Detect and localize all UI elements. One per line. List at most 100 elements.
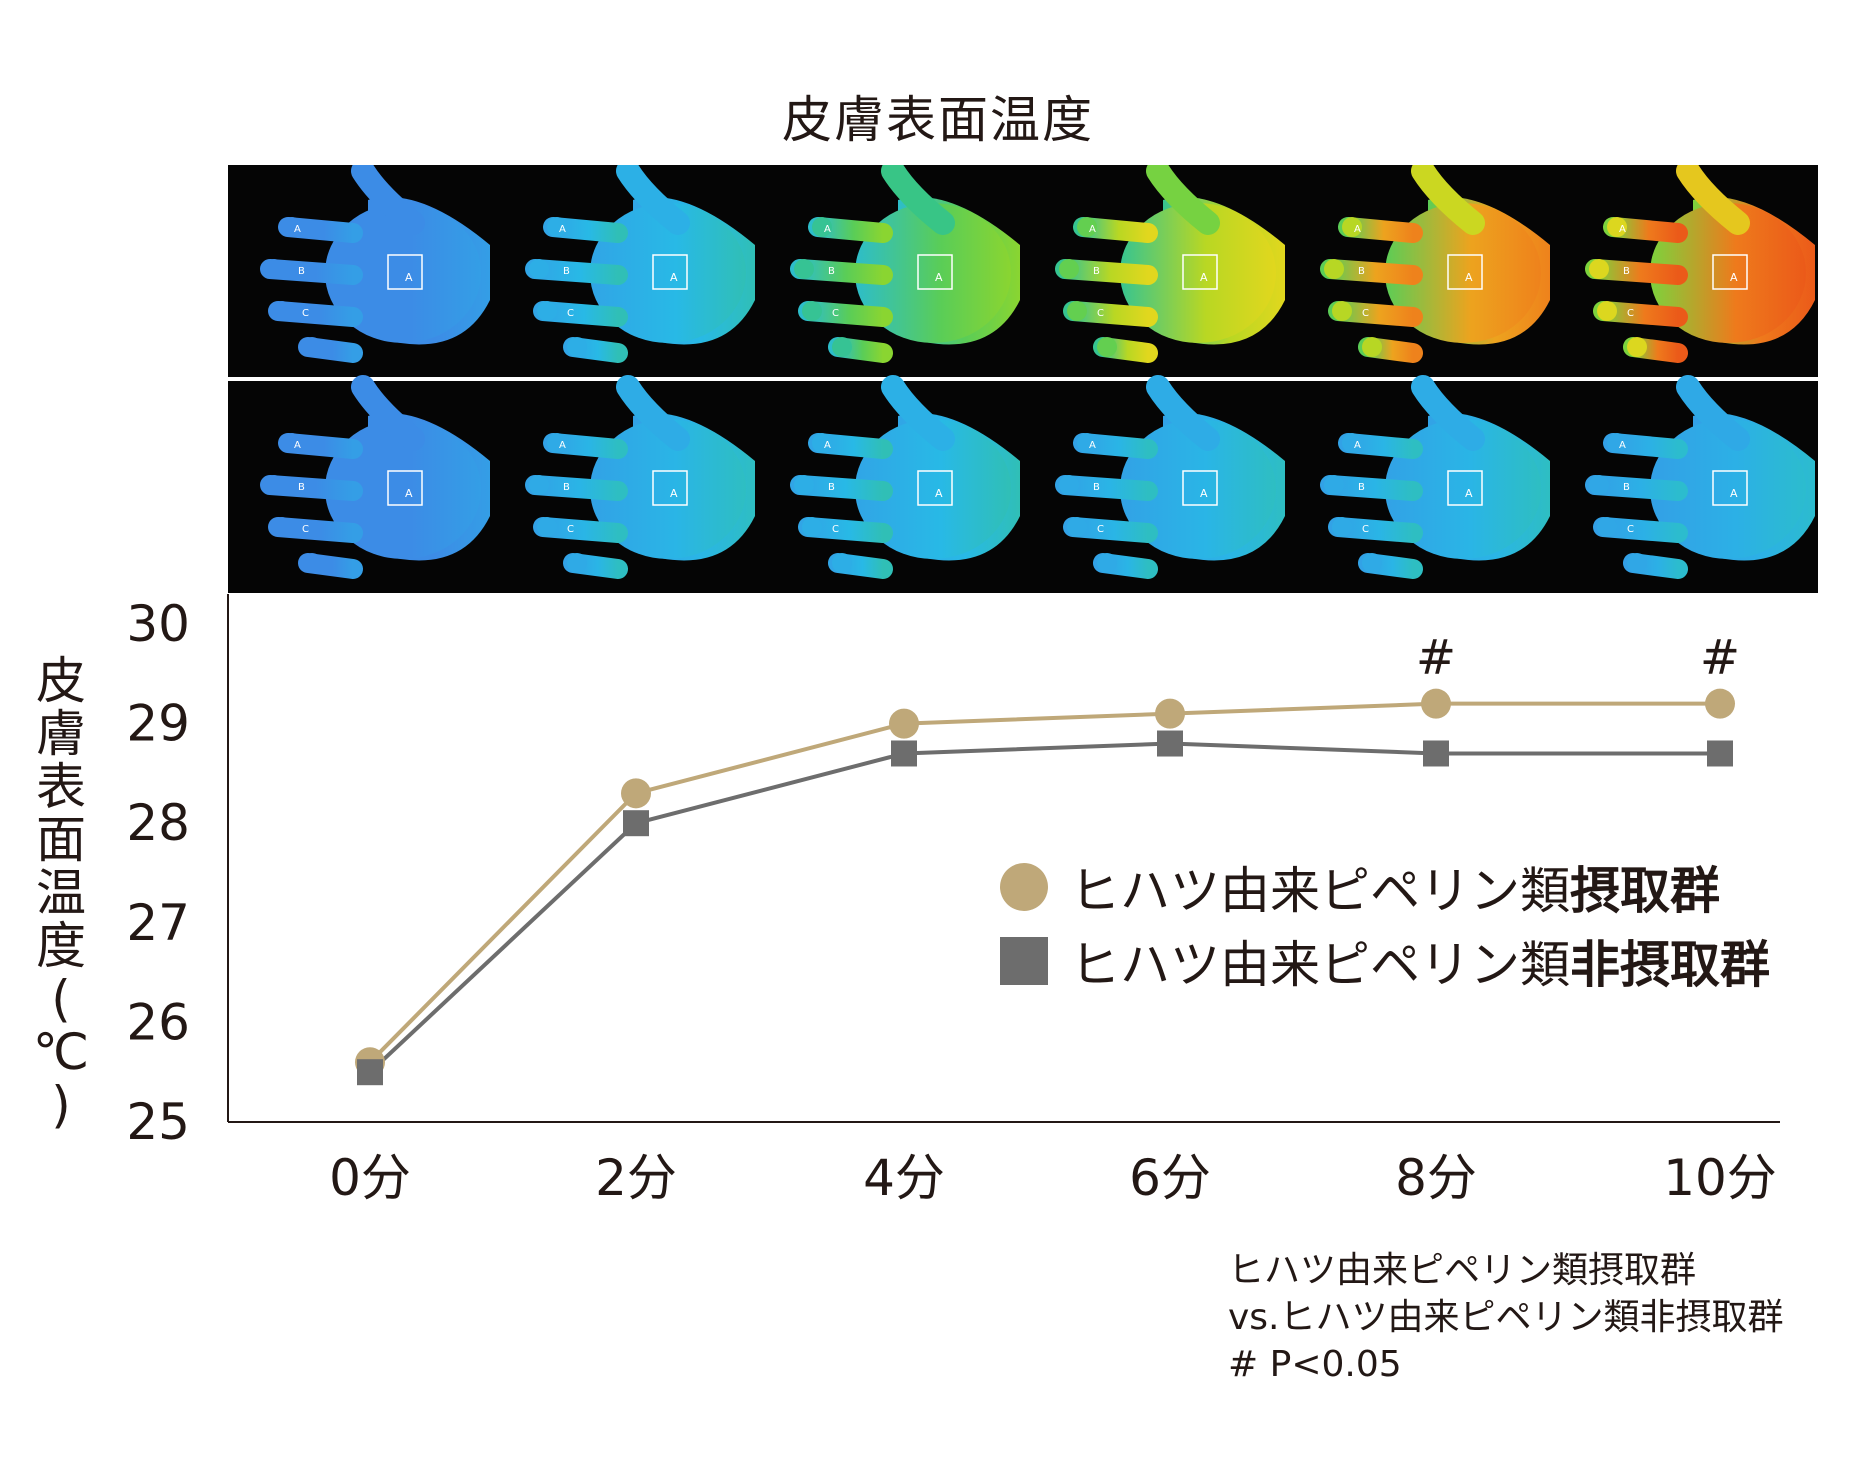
y-tick-label: 27 <box>126 894 190 952</box>
thermal-hand <box>260 165 490 363</box>
thermal-hand <box>1585 375 1815 579</box>
roi-point-label: B <box>1358 482 1365 493</box>
roi-label: A <box>935 271 943 284</box>
thermal-hand <box>1320 165 1550 363</box>
roi-square <box>1447 470 1483 506</box>
roi-square <box>652 470 688 506</box>
thermal-hand <box>1585 165 1815 363</box>
data-point-circle <box>889 708 919 739</box>
y-axis-label-char: ( <box>51 970 71 1028</box>
data-point-circle <box>1155 698 1185 729</box>
significance-mark: # <box>1700 630 1740 686</box>
thermal-hand <box>1320 375 1550 579</box>
y-axis-label-char: 皮 <box>36 652 86 710</box>
legend: ヒハツ由来ピペリン類 摂取群 ヒハツ由来ピペリン類 非摂取群 <box>1000 850 1770 998</box>
roi-point-label: B <box>1093 482 1100 493</box>
roi-point-label: C <box>1627 524 1634 535</box>
roi-point-label: A <box>294 440 301 451</box>
roi-point-label: A <box>559 440 566 451</box>
series-line <box>368 741 1720 1074</box>
y-tick-label: 28 <box>126 794 190 852</box>
roi-point-label: A <box>294 224 301 235</box>
roi-point-label: B <box>563 482 570 493</box>
thermal-hand <box>525 165 755 363</box>
roi-point-label: B <box>1358 266 1365 277</box>
y-tick-label: 26 <box>126 993 190 1051</box>
legend-square-marker <box>1000 937 1048 985</box>
roi-point-label: A <box>1619 440 1626 451</box>
roi-label: A <box>405 271 413 284</box>
chart-title: 皮膚表面温度 <box>782 91 1094 149</box>
roi-point-label: B <box>298 482 305 493</box>
legend-label-emphasis: 非摂取群 <box>1570 936 1770 994</box>
x-tick-label: 2分 <box>595 1149 677 1207</box>
footnote-line: vs.ヒハツ由来ピペリン類非摂取群 <box>1228 1297 1784 1338</box>
y-tick-label: 29 <box>126 695 190 753</box>
roi-label: A <box>935 487 943 500</box>
roi-square <box>1447 254 1483 290</box>
x-tick-label: 4分 <box>863 1149 945 1207</box>
legend-label-emphasis: 摂取群 <box>1570 862 1720 920</box>
data-point-circle <box>1421 688 1451 719</box>
roi-point-label: C <box>832 308 839 319</box>
roi-point-label: A <box>1089 224 1096 235</box>
roi-point-label: B <box>1623 482 1630 493</box>
legend-circle-marker <box>1000 863 1048 911</box>
roi-point-label: A <box>1354 224 1361 235</box>
roi-point-label: A <box>1089 440 1096 451</box>
y-axis-label: 皮膚表面温度(℃) <box>30 655 92 1132</box>
roi-point-label: C <box>1362 308 1369 319</box>
data-point-square <box>1423 740 1449 767</box>
footnote: ヒハツ由来ピペリン類摂取群 vs.ヒハツ由来ピペリン類非摂取群 # P<0.05 <box>1228 1247 1784 1388</box>
y-axis-label-char: 温 <box>36 864 86 922</box>
thermal-row-background <box>228 381 1818 593</box>
roi-point-label: C <box>1627 308 1634 319</box>
roi-point-label: B <box>1093 266 1100 277</box>
roi-square <box>387 470 423 506</box>
roi-label: A <box>670 271 678 284</box>
roi-point-label: C <box>567 308 574 319</box>
data-point-square <box>891 740 917 767</box>
roi-label: A <box>1730 271 1738 284</box>
roi-point-label: B <box>563 266 570 277</box>
x-tick-label: 0分 <box>329 1149 411 1207</box>
roi-point-label: C <box>302 524 309 535</box>
roi-point-label: A <box>559 224 566 235</box>
roi-point-label: C <box>567 524 574 535</box>
roi-label: A <box>670 487 678 500</box>
roi-point-label: C <box>832 524 839 535</box>
thermal-hand <box>1055 375 1285 579</box>
thermal-hand <box>790 165 1020 363</box>
significance-mark: # <box>1416 630 1456 686</box>
roi-label: A <box>1200 271 1208 284</box>
data-point-square <box>357 1059 383 1086</box>
series-line <box>368 701 1720 1064</box>
data-point-circle <box>621 778 651 809</box>
roi-point-label: C <box>1097 308 1104 319</box>
roi-square <box>917 470 953 506</box>
thermal-hand <box>1055 165 1285 363</box>
roi-point-label: A <box>824 224 831 235</box>
roi-square <box>1182 254 1218 290</box>
data-point-square <box>1157 730 1183 757</box>
legend-label: ヒハツ由来ピペリン類 <box>1070 862 1570 920</box>
roi-point-label: B <box>298 266 305 277</box>
roi-point-label: B <box>828 266 835 277</box>
legend-entry: ヒハツ由来ピペリン類 非摂取群 <box>1000 924 1770 998</box>
x-tick-label: 8分 <box>1395 1149 1477 1207</box>
y-axis-label-char: ) <box>51 1076 71 1134</box>
x-tick-label: 6分 <box>1129 1149 1211 1207</box>
roi-point-label: C <box>1362 524 1369 535</box>
y-axis-label-char: 膚 <box>36 705 86 763</box>
y-tick-label: 25 <box>126 1093 190 1151</box>
thermal-hand <box>790 375 1020 579</box>
thermal-hand <box>525 375 755 579</box>
data-point-circle <box>1705 688 1735 719</box>
roi-square <box>1712 470 1748 506</box>
roi-point-label: C <box>1097 524 1104 535</box>
thermal-row-background <box>228 165 1818 377</box>
y-axis-label-char: 表 <box>36 758 86 816</box>
data-point-square <box>1707 740 1733 767</box>
